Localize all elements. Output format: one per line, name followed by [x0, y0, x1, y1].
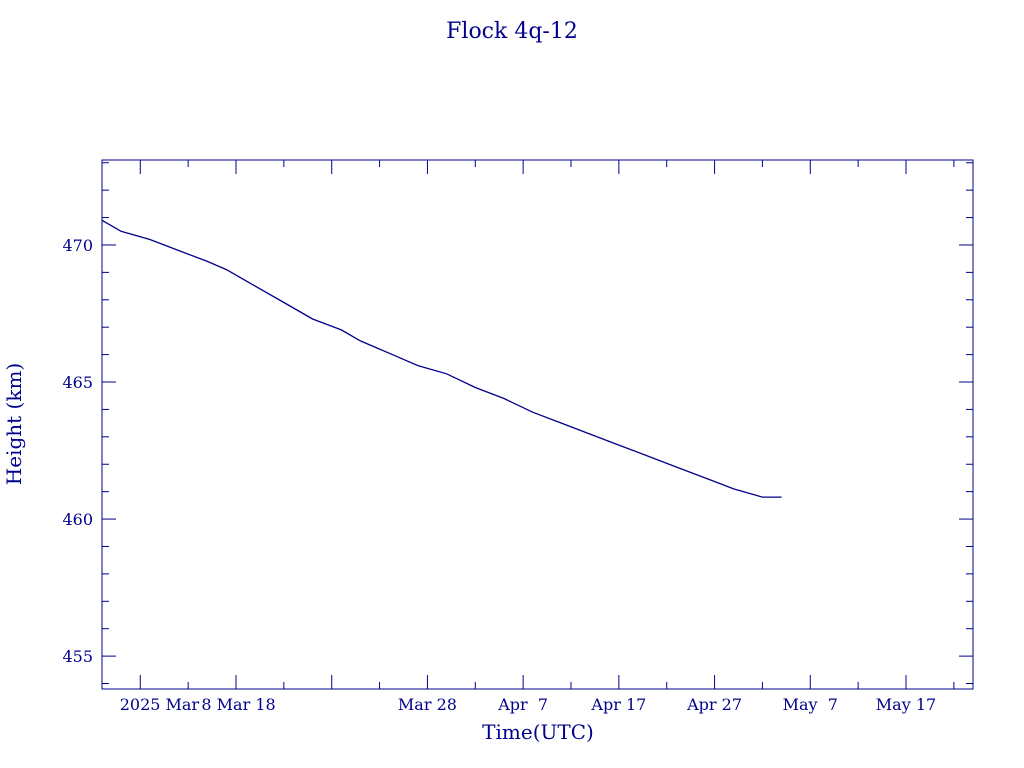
plot-frame — [101, 159, 974, 690]
height-series-line — [101, 219, 782, 498]
chart-title: Flock 4q-12 — [446, 19, 578, 44]
y-tick-label: 460 — [62, 510, 93, 529]
y-tick-labels: 455 460 465 470 — [62, 236, 93, 666]
y-tick-label: 455 — [62, 647, 93, 666]
y-tick-label: 470 — [62, 236, 93, 255]
y-axis-label: Height (km) — [2, 363, 26, 485]
x-axis-label: Time(UTC) — [482, 720, 594, 744]
x-tick-label: Apr 7 — [497, 695, 548, 714]
y-tick-label: 465 — [62, 373, 93, 392]
x-tick-labels: 2025 Mar 8 Mar 18 Mar 28 Apr 7 Apr 17 Apr 27… — [120, 695, 936, 714]
series-group — [101, 219, 782, 498]
x-tick-label: Mar 28 — [398, 695, 457, 714]
x-tick-label: Apr 17 — [590, 695, 646, 714]
x-tick-label: Apr 27 — [686, 695, 742, 714]
x-tick-label: May 7 — [783, 695, 838, 714]
x-tick-label: May 17 — [876, 695, 936, 714]
x-tick-label: 2025 Mar — [120, 695, 200, 714]
tick-marks — [102, 160, 973, 689]
x-tick-label: 8 Mar 18 — [196, 695, 275, 714]
